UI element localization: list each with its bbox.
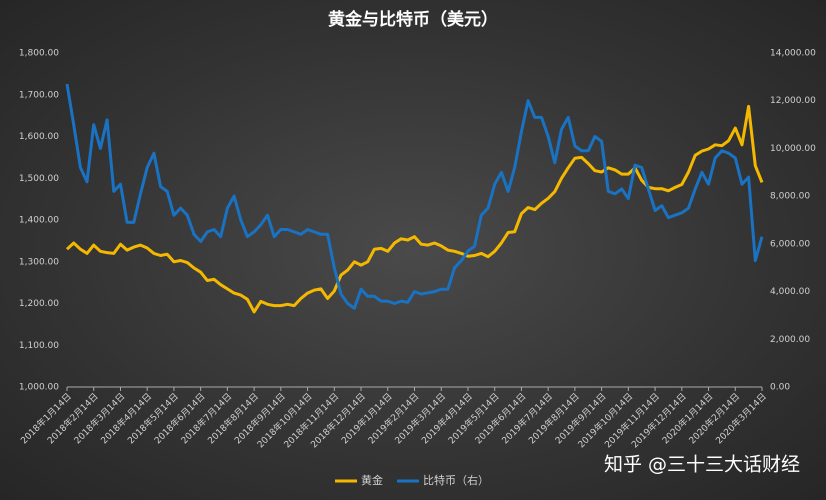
watermark: 知乎 @三十三大话财经 — [604, 454, 800, 476]
y-tick-label: 1,500.00 — [19, 174, 59, 184]
y-tick-label: 1,000.00 — [19, 383, 59, 393]
y-tick-label: 1,800.00 — [19, 49, 59, 59]
y2-tick-label: 0.00 — [770, 383, 790, 393]
legend-label: 黄金 — [361, 473, 383, 487]
y2-tick-label: 8,000.00 — [770, 192, 810, 202]
y-tick-label: 1,700.00 — [19, 90, 59, 100]
y-tick-label: 1,400.00 — [19, 216, 59, 226]
y2-tick-label: 4,000.00 — [770, 287, 810, 297]
line — [65, 83, 764, 310]
legend-label: 比特币（右） — [423, 473, 489, 487]
y2-tick-label: 14,000.00 — [770, 49, 816, 59]
y-tick-label: 1,600.00 — [19, 132, 59, 142]
y2-tick-label: 2,000.00 — [770, 335, 810, 345]
y-tick-label: 1,100.00 — [19, 341, 59, 351]
y2-tick-label: 12,000.00 — [770, 96, 816, 106]
y-tick-label: 1,300.00 — [19, 257, 59, 267]
y-tick-label: 1,200.00 — [19, 299, 59, 309]
x-tick-label: 2018年1月14日 — [18, 390, 74, 446]
y2-tick-label: 10,000.00 — [770, 144, 816, 154]
chart-title: 黄金与比特币（美元） — [328, 9, 498, 30]
y2-tick-label: 6,000.00 — [770, 239, 810, 249]
